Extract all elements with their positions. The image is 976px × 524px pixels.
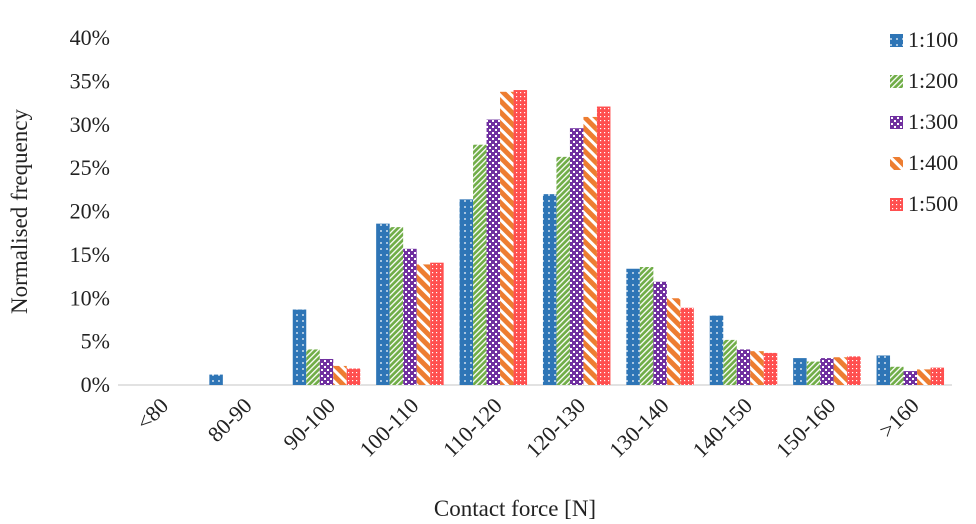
bar-1-100-2 (292, 309, 307, 385)
bar-1-400-4 (500, 91, 514, 385)
bar-1-300-8 (820, 358, 834, 385)
bar-1-100-8 (793, 358, 807, 385)
x-tick-label: >160 (874, 393, 924, 443)
x-tick-label: 130-140 (604, 393, 674, 463)
legend-swatch (890, 157, 903, 170)
legend-swatch (890, 116, 903, 129)
x-tick-label: 90-100 (278, 393, 340, 455)
x-tick-label: 80-90 (203, 393, 257, 447)
bar-1-200-9 (890, 366, 904, 385)
bar-1-200-4 (473, 144, 487, 385)
y-tick-label: 25% (70, 155, 110, 180)
legend-label: 1:500 (908, 191, 958, 216)
bar-1-200-8 (806, 361, 821, 385)
bar-1-300-9 (903, 371, 918, 385)
bar-1-200-3 (389, 227, 404, 385)
bar-1-400-3 (416, 264, 431, 385)
y-tick-label: 40% (70, 25, 110, 50)
y-tick-label: 5% (81, 329, 110, 354)
y-axis: 0% 5% 10% 15% 20% 25% 30% 35% 40% (70, 25, 110, 397)
bar-1-500-4 (513, 90, 528, 386)
bar-1-100-1 (209, 374, 223, 385)
x-tick-label: 100-110 (354, 393, 423, 462)
bar-1-100-4 (459, 199, 474, 385)
bar-1-100-9 (876, 355, 891, 385)
bar-1-400-5 (583, 116, 597, 385)
bar-1-500-7 (763, 352, 778, 385)
y-tick-label: 0% (81, 372, 110, 397)
bar-1-200-5 (556, 156, 570, 385)
legend: 1:100 1:200 1:300 1:400 1:500 (890, 27, 958, 216)
y-tick-label: 15% (70, 242, 110, 267)
bar-1-500-3 (430, 262, 444, 385)
y-tick-label: 35% (70, 68, 110, 93)
bar-1-500-9 (930, 367, 945, 385)
x-axis: <80 80-90 90-100 100-110 110-120 120-130 130-1… (131, 393, 924, 463)
x-axis-title: Contact force [N] (434, 496, 596, 521)
bar-1-500-8 (847, 356, 861, 385)
legend-label: 1:100 (908, 27, 958, 52)
bars (209, 90, 945, 386)
x-tick-label: <80 (131, 393, 173, 435)
bar-1-300-7 (736, 349, 751, 385)
legend-label: 1:400 (908, 150, 958, 175)
bar-1-100-7 (709, 315, 724, 385)
bar-1-300-5 (569, 128, 584, 385)
legend-swatch (890, 198, 903, 211)
bar-1-500-2 (346, 368, 361, 385)
bar-1-500-6 (680, 307, 694, 385)
bar-1-300-3 (403, 248, 417, 385)
bar-1-400-9 (917, 369, 931, 385)
bar-1-500-5 (596, 106, 611, 385)
bar-1-300-4 (486, 119, 501, 386)
bar-1-100-3 (376, 223, 390, 385)
x-tick-label: 120-130 (521, 393, 591, 463)
x-tick-label: 150-160 (771, 393, 841, 463)
bar-1-100-6 (626, 268, 640, 385)
x-tick-label: 140-150 (688, 393, 758, 463)
x-tick-label: 110-120 (438, 393, 507, 462)
bar-1-200-2 (306, 349, 320, 385)
legend-label: 1:200 (908, 68, 958, 93)
y-axis-title: Normalised frequency (7, 109, 32, 315)
legend-swatch (890, 75, 903, 88)
bar-1-400-2 (333, 365, 347, 385)
legend-swatch (890, 34, 903, 47)
bar-1-400-8 (833, 357, 848, 385)
y-tick-label: 10% (70, 285, 110, 310)
bar-1-400-6 (666, 298, 681, 385)
bar-1-300-6 (653, 281, 667, 385)
bar-1-200-6 (639, 267, 654, 385)
bar-1-100-5 (542, 194, 557, 385)
y-tick-label: 20% (70, 199, 110, 224)
bar-1-400-7 (750, 351, 764, 385)
bar-1-300-2 (319, 358, 334, 385)
bar-1-200-7 (723, 339, 737, 385)
legend-label: 1:300 (908, 109, 958, 134)
y-tick-label: 30% (70, 112, 110, 137)
